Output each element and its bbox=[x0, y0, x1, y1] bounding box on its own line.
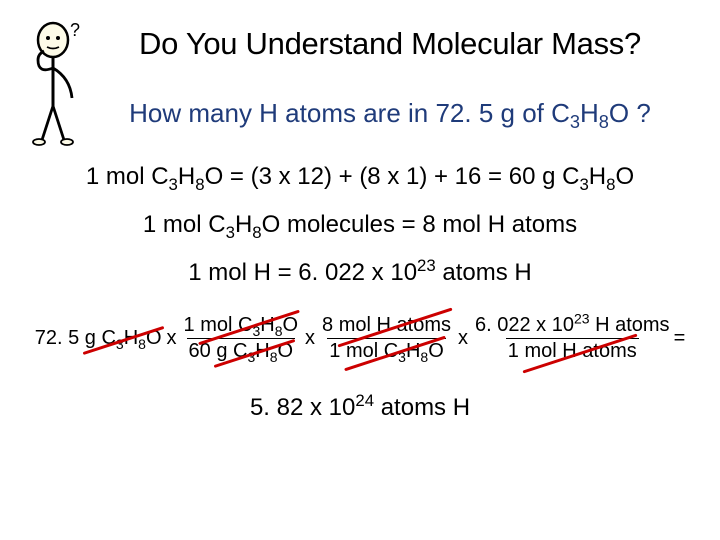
line1-a: 1 mol C bbox=[86, 163, 169, 190]
mol-ratio-line: 1 mol C3H8O molecules = 8 mol H atoms bbox=[0, 191, 720, 239]
cancel-g-c3h8o: g C3H8O bbox=[85, 327, 162, 350]
cancel-mol-c3h8o-d: mol C3H8O bbox=[346, 339, 444, 364]
sub-8: 8 bbox=[599, 112, 609, 132]
dimensional-analysis: 72. 5 g C3H8O x 1 mol C3H8O 60 g C3H8O x… bbox=[0, 287, 720, 364]
start-term: 72. 5 g C3H8O bbox=[35, 327, 162, 350]
line1-c: O bbox=[615, 163, 634, 190]
answer-a: 5. 82 x 10 bbox=[250, 394, 355, 421]
cancel-mol-h-n: mol H atoms bbox=[339, 313, 451, 338]
question-text: How many H atoms are in 72. 5 g of C3H8O… bbox=[0, 62, 720, 129]
slide-title: Do You Understand Molecular Mass? bbox=[0, 0, 720, 62]
final-answer: 5. 82 x 1024 atoms H bbox=[0, 364, 720, 422]
svg-text:?: ? bbox=[70, 20, 80, 40]
fraction-3: 6. 022 x 1023 H atoms 1 mol H atoms bbox=[473, 313, 672, 364]
cancel-mol-h-d: mol H atoms bbox=[524, 339, 636, 364]
line2-a: 1 mol C bbox=[143, 211, 226, 238]
times-3: x bbox=[455, 327, 471, 350]
sub-3: 3 bbox=[570, 112, 580, 132]
line1-b: O = (3 x 12) + (8 x 1) + 16 = 60 g C bbox=[205, 163, 580, 190]
times-2: x bbox=[302, 327, 318, 350]
line3-b: atoms H bbox=[436, 259, 532, 286]
question-prefix: How many H atoms are in 72. 5 g of C bbox=[129, 98, 570, 128]
answer-exp: 24 bbox=[355, 391, 374, 410]
answer-b: atoms H bbox=[374, 394, 470, 421]
thinking-figure-icon: ? bbox=[20, 18, 90, 148]
fraction-2: 8 mol H atoms 1 mol C3H8O bbox=[320, 313, 453, 364]
cancel-g-c3h8o-d: g C3H8O bbox=[216, 339, 293, 364]
molar-mass-line: 1 mol C3H8O = (3 x 12) + (8 x 1) + 16 = … bbox=[0, 129, 720, 191]
cancel-mol-c3h8o-n: mol C3H8O bbox=[200, 313, 298, 338]
line3-a: 1 mol H = 6. 022 x 10 bbox=[188, 259, 417, 286]
line2-b: O molecules = 8 mol H atoms bbox=[262, 211, 577, 238]
question-suffix: O ? bbox=[609, 98, 651, 128]
avogadro-line: 1 mol H = 6. 022 x 1023 atoms H bbox=[0, 239, 720, 287]
equals-sign: = bbox=[674, 327, 686, 350]
fraction-1: 1 mol C3H8O 60 g C3H8O bbox=[182, 313, 301, 364]
times-1: x bbox=[164, 327, 180, 350]
line3-exp: 23 bbox=[417, 256, 436, 275]
